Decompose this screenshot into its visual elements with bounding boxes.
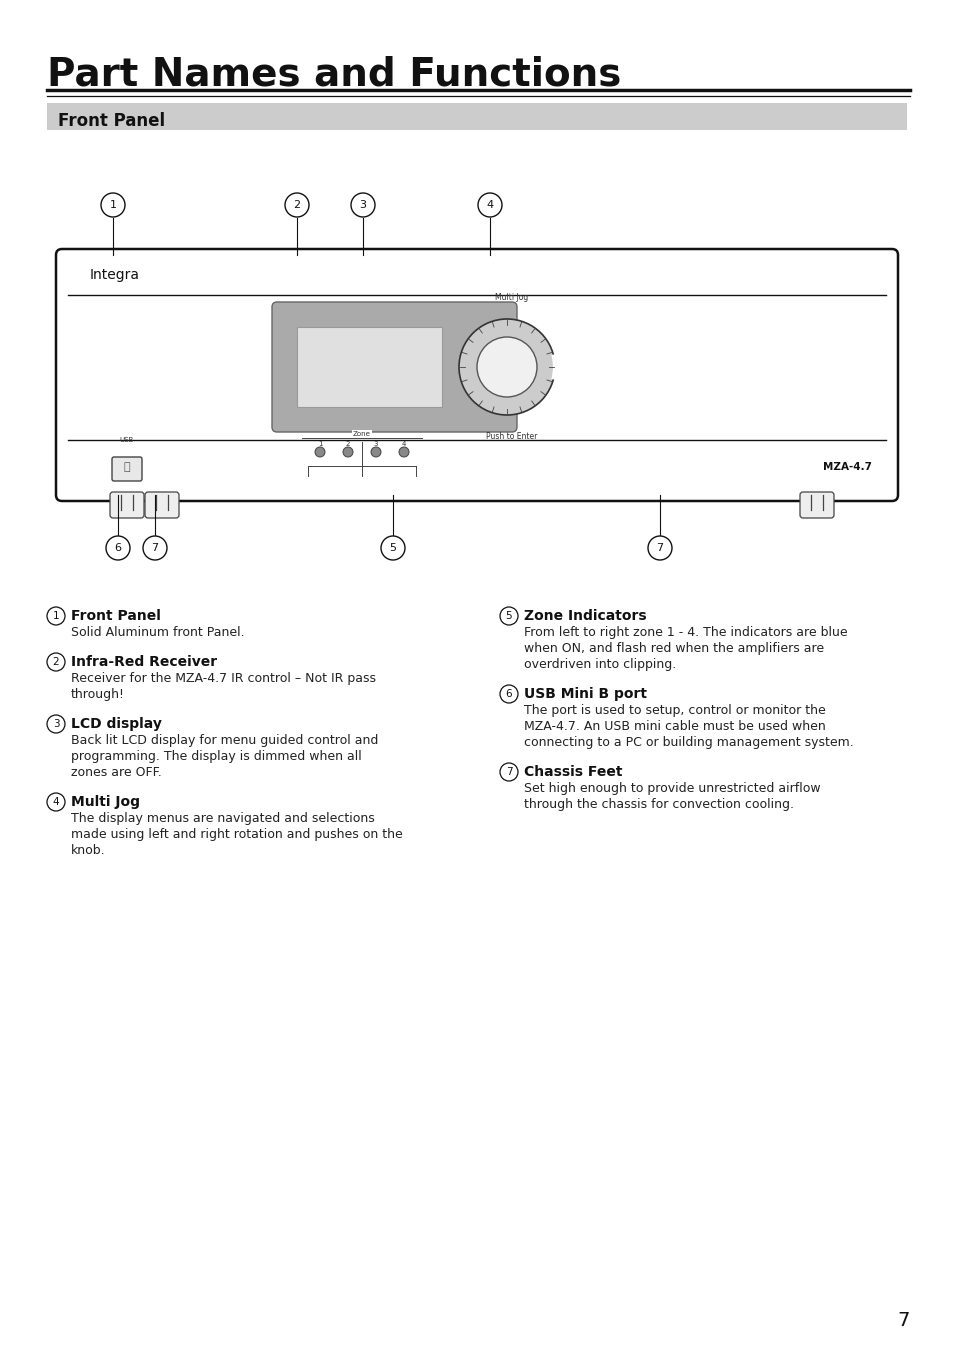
Text: Set high enough to provide unrestricted airflow: Set high enough to provide unrestricted …: [523, 782, 820, 795]
Text: 5: 5: [389, 543, 396, 553]
Text: The display menus are navigated and selections: The display menus are navigated and sele…: [71, 811, 375, 825]
Circle shape: [351, 193, 375, 217]
Circle shape: [477, 193, 501, 217]
Text: knob.: knob.: [71, 844, 106, 857]
Circle shape: [314, 448, 325, 457]
Text: 7: 7: [505, 767, 512, 776]
Text: overdriven into clipping.: overdriven into clipping.: [523, 658, 676, 671]
Text: through the chassis for convection cooling.: through the chassis for convection cooli…: [523, 798, 793, 811]
Text: through!: through!: [71, 687, 125, 701]
Text: Infra-Red Receiver: Infra-Red Receiver: [71, 655, 217, 669]
Text: Receiver for the MZA-4.7 IR control – Not IR pass: Receiver for the MZA-4.7 IR control – No…: [71, 673, 375, 685]
Text: Zone: Zone: [353, 431, 371, 437]
Text: connecting to a PC or building management system.: connecting to a PC or building managemen…: [523, 736, 853, 749]
Circle shape: [371, 448, 380, 457]
Text: 7: 7: [897, 1312, 909, 1330]
Circle shape: [647, 537, 671, 559]
Text: 1: 1: [52, 611, 59, 621]
FancyBboxPatch shape: [112, 457, 142, 481]
Circle shape: [106, 537, 130, 559]
Text: Integra: Integra: [90, 268, 140, 282]
Circle shape: [101, 193, 125, 217]
Text: Front Panel: Front Panel: [58, 112, 165, 129]
Text: 2: 2: [345, 441, 350, 448]
FancyBboxPatch shape: [272, 302, 517, 431]
FancyBboxPatch shape: [145, 492, 179, 518]
Text: Front Panel: Front Panel: [71, 609, 161, 623]
FancyBboxPatch shape: [296, 328, 441, 407]
Circle shape: [499, 763, 517, 780]
FancyBboxPatch shape: [56, 249, 897, 501]
Text: 7: 7: [656, 543, 663, 553]
Text: 1: 1: [317, 441, 322, 448]
FancyBboxPatch shape: [110, 492, 144, 518]
Text: 4: 4: [52, 797, 59, 807]
Text: Multi Jog: Multi Jog: [495, 293, 528, 302]
Text: Part Names and Functions: Part Names and Functions: [47, 55, 620, 93]
Text: Push to Enter: Push to Enter: [486, 431, 537, 441]
Circle shape: [47, 652, 65, 671]
Text: 3: 3: [374, 441, 377, 448]
Circle shape: [499, 607, 517, 625]
Circle shape: [458, 319, 555, 415]
Circle shape: [380, 537, 405, 559]
Text: MZA-4.7. An USB mini cable must be used when: MZA-4.7. An USB mini cable must be used …: [523, 720, 825, 733]
Text: 7: 7: [152, 543, 158, 553]
Text: The port is used to setup, control or monitor the: The port is used to setup, control or mo…: [523, 704, 825, 717]
Text: From left to right zone 1 - 4. The indicators are blue: From left to right zone 1 - 4. The indic…: [523, 625, 846, 639]
Text: Zone Indicators: Zone Indicators: [523, 609, 646, 623]
Circle shape: [47, 714, 65, 733]
Text: zones are OFF.: zones are OFF.: [71, 766, 162, 779]
Text: made using left and right rotation and pushes on the: made using left and right rotation and p…: [71, 828, 402, 841]
Text: when ON, and flash red when the amplifiers are: when ON, and flash red when the amplifie…: [523, 642, 823, 655]
Text: LCD display: LCD display: [71, 717, 162, 731]
Text: 2: 2: [52, 656, 59, 667]
FancyBboxPatch shape: [800, 492, 833, 518]
Text: 3: 3: [52, 718, 59, 729]
Text: 4: 4: [486, 200, 493, 210]
Text: programming. The display is dimmed when all: programming. The display is dimmed when …: [71, 749, 361, 763]
Text: MZA-4.7: MZA-4.7: [822, 462, 871, 472]
Circle shape: [143, 537, 167, 559]
Text: USB Mini B port: USB Mini B port: [523, 687, 646, 701]
Circle shape: [476, 337, 537, 398]
Text: 3: 3: [359, 200, 366, 210]
Text: 4: 4: [401, 441, 406, 448]
Circle shape: [47, 607, 65, 625]
FancyBboxPatch shape: [47, 102, 906, 129]
Text: Back lit LCD display for menu guided control and: Back lit LCD display for menu guided con…: [71, 735, 378, 747]
Text: 6: 6: [114, 543, 121, 553]
Circle shape: [285, 193, 309, 217]
Circle shape: [398, 448, 409, 457]
Text: Chassis Feet: Chassis Feet: [523, 766, 622, 779]
Text: 1: 1: [110, 200, 116, 210]
Text: 2: 2: [294, 200, 300, 210]
Text: Multi Jog: Multi Jog: [71, 795, 140, 809]
Text: USB: USB: [120, 437, 134, 443]
Circle shape: [499, 685, 517, 704]
Text: 5: 5: [505, 611, 512, 621]
Text: 6: 6: [505, 689, 512, 700]
Circle shape: [47, 793, 65, 811]
Text: Solid Aluminum front Panel.: Solid Aluminum front Panel.: [71, 625, 244, 639]
Text: ⎕: ⎕: [124, 462, 131, 472]
Circle shape: [343, 448, 353, 457]
